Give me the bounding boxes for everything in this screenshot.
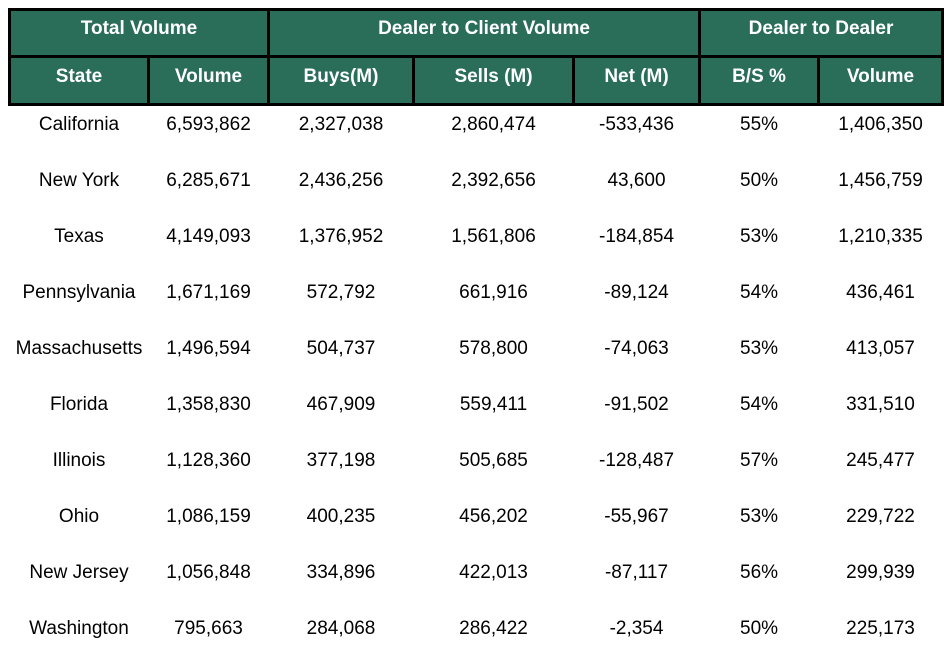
cell-b-s-5: 57%	[699, 440, 819, 497]
cell-net-m-4: -128,487	[573, 440, 700, 497]
cell-volume-1: 1,128,360	[148, 440, 269, 497]
cell-buys-m-2: 1,376,952	[268, 216, 414, 273]
cell-buys-m-2: 504,737	[268, 328, 414, 385]
cell-state: Pennsylvania	[9, 272, 149, 329]
cell-net-m-4: -2,354	[573, 608, 700, 664]
cell-sells-m-3: 456,202	[413, 496, 574, 553]
cell-buys-m-2: 2,436,256	[268, 160, 414, 217]
cell-b-s-5: 53%	[699, 328, 819, 385]
cell-volume-6: 229,722	[818, 496, 943, 553]
cell-buys-m-2: 377,198	[268, 440, 414, 497]
table-row: Massachusetts 1,496,594 504,737 578,800 -74,…	[9, 328, 943, 385]
column-header-buys-m: Buys(M)	[267, 55, 415, 106]
cell-volume-6: 1,210,335	[818, 216, 943, 273]
cell-b-s-5: 56%	[699, 552, 819, 609]
cell-buys-m-2: 2,327,038	[268, 104, 414, 161]
cell-b-s-5: 50%	[699, 608, 819, 664]
cell-volume-6: 436,461	[818, 272, 943, 329]
table-row: California 6,593,862 2,327,038 2,860,474 -53…	[9, 104, 943, 161]
cell-sells-m-3: 286,422	[413, 608, 574, 664]
cell-volume-6: 225,173	[818, 608, 943, 664]
cell-b-s-5: 55%	[699, 104, 819, 161]
cell-buys-m-2: 284,068	[268, 608, 414, 664]
cell-state: New York	[9, 160, 149, 217]
cell-volume-6: 299,939	[818, 552, 943, 609]
cell-state: Ohio	[9, 496, 149, 553]
cell-b-s-5: 53%	[699, 496, 819, 553]
column-header-row: State Volume Buys(M) Sells (M) Net (M) B…	[8, 55, 945, 106]
cell-volume-1: 4,149,093	[148, 216, 269, 273]
cell-sells-m-3: 422,013	[413, 552, 574, 609]
column-header-bs-percent: B/S %	[698, 55, 821, 106]
table-row: New Jersey 1,056,848 334,896 422,013 -87,117…	[9, 552, 943, 609]
cell-state: New Jersey	[9, 552, 149, 609]
column-header-sells-m: Sells (M)	[412, 55, 575, 106]
table-row: New York 6,285,671 2,436,256 2,392,656 43,60…	[9, 160, 943, 217]
table-row: Washington 795,663 284,068 286,422 -2,354 50%…	[9, 608, 943, 664]
cell-state: Illinois	[9, 440, 149, 497]
cell-buys-m-2: 400,235	[268, 496, 414, 553]
cell-buys-m-2: 572,792	[268, 272, 414, 329]
cell-volume-1: 795,663	[148, 608, 269, 664]
group-header-dealer-to-dealer: Dealer to Dealer	[698, 8, 945, 58]
cell-sells-m-3: 2,860,474	[413, 104, 574, 161]
cell-net-m-4: -89,124	[573, 272, 700, 329]
cell-volume-6: 245,477	[818, 440, 943, 497]
cell-net-m-4: -55,967	[573, 496, 700, 553]
cell-sells-m-3: 578,800	[413, 328, 574, 385]
cell-net-m-4: 43,600	[573, 160, 700, 217]
cell-volume-6: 413,057	[818, 328, 943, 385]
cell-volume-1: 6,285,671	[148, 160, 269, 217]
column-header-state: State	[8, 55, 150, 106]
table-row: Ohio 1,086,159 400,235 456,202 -55,967 53% 229…	[9, 496, 943, 553]
column-header-total-volume: Volume	[147, 55, 270, 106]
cell-net-m-4: -533,436	[573, 104, 700, 161]
cell-net-m-4: -91,502	[573, 384, 700, 441]
cell-volume-6: 1,456,759	[818, 160, 943, 217]
cell-volume-6: 331,510	[818, 384, 943, 441]
cell-b-s-5: 50%	[699, 160, 819, 217]
cell-volume-6: 1,406,350	[818, 104, 943, 161]
cell-volume-1: 1,358,830	[148, 384, 269, 441]
cell-sells-m-3: 505,685	[413, 440, 574, 497]
table-row: Texas 4,149,093 1,376,952 1,561,806 -184,854…	[9, 216, 943, 273]
cell-volume-1: 1,086,159	[148, 496, 269, 553]
group-header-dealer-to-client-volume: Dealer to Client Volume	[266, 8, 702, 58]
cell-net-m-4: -87,117	[573, 552, 700, 609]
cell-net-m-4: -184,854	[573, 216, 700, 273]
cell-volume-1: 1,056,848	[148, 552, 269, 609]
table-row: Illinois 1,128,360 377,198 505,685 -128,487 5…	[9, 440, 943, 497]
cell-buys-m-2: 467,909	[268, 384, 414, 441]
column-header-net-m: Net (M)	[571, 55, 702, 106]
cell-b-s-5: 53%	[699, 216, 819, 273]
cell-state: California	[9, 104, 149, 161]
cell-sells-m-3: 661,916	[413, 272, 574, 329]
cell-state: Florida	[9, 384, 149, 441]
group-header-row: Total Volume Dealer to Client Volume Dea…	[8, 8, 945, 58]
table-header: Total Volume Dealer to Client Volume Dea…	[8, 8, 945, 106]
cell-net-m-4: -74,063	[573, 328, 700, 385]
volume-table: Total Volume Dealer to Client Volume Dea…	[8, 8, 945, 664]
cell-sells-m-3: 559,411	[413, 384, 574, 441]
cell-b-s-5: 54%	[699, 384, 819, 441]
cell-sells-m-3: 1,561,806	[413, 216, 574, 273]
table-body: California 6,593,862 2,327,038 2,860,474 -53…	[9, 104, 943, 664]
cell-state: Texas	[9, 216, 149, 273]
cell-sells-m-3: 2,392,656	[413, 160, 574, 217]
table-row: Florida 1,358,830 467,909 559,411 -91,502 54%…	[9, 384, 943, 441]
cell-volume-1: 6,593,862	[148, 104, 269, 161]
group-header-total-volume: Total Volume	[8, 8, 270, 58]
cell-buys-m-2: 334,896	[268, 552, 414, 609]
cell-volume-1: 1,671,169	[148, 272, 269, 329]
cell-state: Massachusetts	[9, 328, 149, 385]
column-header-dealer-volume: Volume	[817, 55, 945, 106]
table-row: Pennsylvania 1,671,169 572,792 661,916 -89,1…	[9, 272, 943, 329]
cell-volume-1: 1,496,594	[148, 328, 269, 385]
cell-b-s-5: 54%	[699, 272, 819, 329]
cell-state: Washington	[9, 608, 149, 664]
